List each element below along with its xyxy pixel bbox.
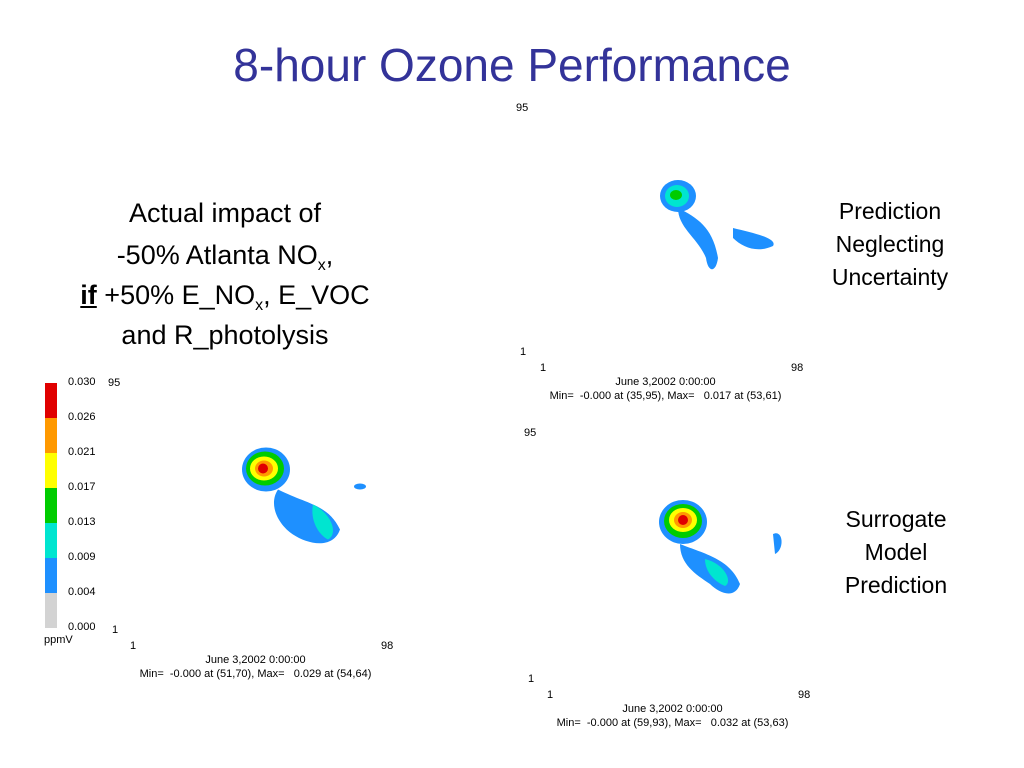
text: , <box>325 240 334 270</box>
ozone-map <box>242 447 366 544</box>
subscript: x <box>255 297 264 314</box>
colorbar-band <box>45 523 57 558</box>
map-date: June 3,2002 0:00:00 <box>615 376 716 388</box>
colorbar-label: 0.009 <box>68 551 96 563</box>
y-axis-top-label: 95 <box>108 377 121 389</box>
colorbar-band <box>45 488 57 523</box>
colorbar-label: 0.017 <box>68 481 96 493</box>
description-line: if +50% E_NOx, E_VOC <box>40 280 410 315</box>
ozone-map <box>660 180 774 270</box>
x-axis-right-label: 98 <box>798 689 811 701</box>
map-caption: Surrogate <box>845 506 947 532</box>
colorbar-band <box>45 558 57 593</box>
map-stats: Min= -0.000 at (59,93), Max= 0.032 at (5… <box>556 717 789 729</box>
colorbar-label: 0.013 <box>68 516 96 528</box>
ozone-map <box>659 500 782 594</box>
y-axis-bottom-label: 1 <box>112 624 119 636</box>
slide-title: 8-hour Ozone Performance <box>233 39 791 91</box>
plume <box>242 447 366 544</box>
colorbar-label: 0.000 <box>68 621 96 633</box>
map-caption: Uncertainty <box>831 264 949 290</box>
colorbar-label: 0.021 <box>68 446 96 458</box>
y-axis-top-label: 95 <box>516 102 529 114</box>
colorbar-band <box>45 593 57 628</box>
x-axis-left-label: 1 <box>540 362 547 374</box>
colorbar-label: 0.026 <box>68 411 96 423</box>
plume <box>659 500 782 594</box>
emphasis: if <box>80 280 97 310</box>
map-date: June 3,2002 0:00:00 <box>205 654 306 666</box>
colorbar-label: 0.030 <box>68 376 96 388</box>
x-axis-left-label: 1 <box>130 640 137 652</box>
y-axis-bottom-label: 1 <box>528 673 535 685</box>
description-line: -50% Atlanta NOx, <box>40 240 410 275</box>
map-caption: Prediction <box>838 198 942 224</box>
text: , E_VOC <box>263 280 370 310</box>
x-axis-left-label: 1 <box>547 689 554 701</box>
map-caption: Model <box>864 539 928 565</box>
description-line: and R_photolysis <box>121 320 329 350</box>
map-caption: Prediction <box>844 572 948 598</box>
text: +50% E_NO <box>96 280 256 310</box>
description-line: Actual impact of <box>128 198 322 228</box>
y-axis-top-label: 95 <box>524 427 537 439</box>
map-stats: Min= -0.000 at (51,70), Max= 0.029 at (5… <box>139 668 372 680</box>
colorbar-band <box>45 383 57 418</box>
colorbar-unit: ppmV <box>44 634 73 646</box>
colorbar-label: 0.004 <box>68 586 96 598</box>
map-date: June 3,2002 0:00:00 <box>622 703 723 715</box>
text: -50% Atlanta NO <box>116 240 318 270</box>
x-axis-right-label: 98 <box>381 640 394 652</box>
colorbar-band <box>45 418 57 453</box>
y-axis-bottom-label: 1 <box>520 346 527 358</box>
map-caption: Neglecting <box>835 231 945 257</box>
x-axis-right-label: 98 <box>791 362 804 374</box>
plume <box>660 180 774 270</box>
map-stats: Min= -0.000 at (35,95), Max= 0.017 at (5… <box>549 390 782 402</box>
colorbar-band <box>45 453 57 488</box>
subscript: x <box>317 257 326 274</box>
